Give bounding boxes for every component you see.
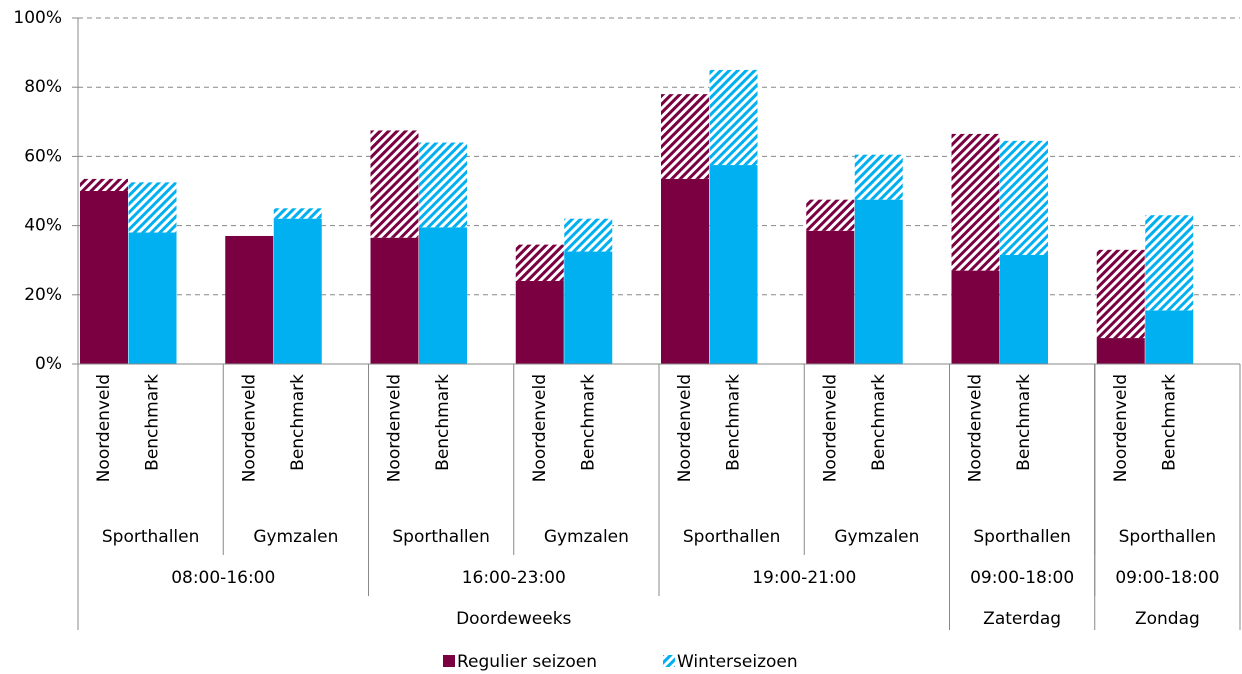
bar-segment (225, 235, 274, 364)
bar-segment (661, 178, 709, 364)
category-label: Benchmark (433, 374, 453, 471)
day-group-label: Doordeweeks (456, 609, 571, 629)
legend-swatch (663, 655, 675, 667)
bar-segment (419, 227, 467, 364)
day-group-label: Zaterdag (983, 609, 1061, 629)
bar-segment (419, 142, 467, 228)
legend-label: Regulier seizoen (457, 652, 597, 672)
bar-segment (854, 154, 903, 200)
bar-segment (854, 199, 903, 364)
bar-segment (564, 251, 613, 364)
time-group-label: 09:00-18:00 (1115, 568, 1219, 588)
y-tick-label: 20% (24, 285, 62, 305)
bar-segment (515, 244, 564, 281)
bar-segment (80, 178, 128, 191)
category-label: Benchmark (724, 374, 744, 471)
bar-segment (709, 165, 758, 364)
bar-segment (1000, 140, 1048, 256)
bar-segment (951, 270, 1000, 364)
y-tick-label: 0% (35, 354, 62, 374)
bar-segment (370, 237, 419, 364)
bar-segment (128, 182, 177, 233)
bar-segment (564, 218, 613, 252)
y-tick-label: 100% (13, 8, 62, 28)
category-label: Benchmark (578, 374, 598, 471)
category-label: Noordenveld (385, 374, 405, 482)
group-label: Sporthallen (392, 527, 490, 547)
category-label: Noordenveld (820, 374, 840, 482)
category-label: Benchmark (143, 374, 163, 471)
category-label: Benchmark (869, 374, 889, 471)
category-label: Noordenveld (966, 374, 986, 482)
category-label: Noordenveld (675, 374, 695, 482)
time-group-label: 19:00-21:00 (752, 568, 856, 588)
group-label: Sporthallen (102, 527, 200, 547)
category-label: Noordenveld (530, 374, 550, 482)
group-label: Sporthallen (683, 527, 781, 547)
bar-segment (1145, 215, 1194, 311)
bar-segment (951, 133, 1000, 271)
bar-segment (1145, 310, 1194, 364)
time-group-label: 16:00-23:00 (462, 568, 566, 588)
legend-swatch (443, 655, 455, 667)
bar-segment (273, 218, 322, 364)
time-group-label: 08:00-16:00 (171, 568, 275, 588)
bar-segment (1000, 255, 1048, 364)
time-group-label: 09:00-18:00 (970, 568, 1074, 588)
bar-segment (1096, 249, 1145, 339)
category-label: Benchmark (1159, 374, 1179, 471)
group-label: Sporthallen (973, 527, 1071, 547)
group-label: Sporthallen (1119, 527, 1217, 547)
category-label: Noordenveld (1111, 374, 1131, 482)
bar-segment (661, 94, 709, 179)
bar-segment (80, 191, 128, 364)
bar-segment (806, 230, 855, 364)
bar-segment (709, 69, 758, 166)
bar-segment (515, 280, 564, 364)
group-label: Gymzalen (834, 527, 919, 547)
bar-segment (273, 208, 322, 219)
bar-segment (370, 130, 419, 238)
y-tick-label: 40% (24, 216, 62, 236)
bar-segment (128, 232, 177, 364)
y-tick-label: 60% (24, 146, 62, 166)
category-label: Benchmark (1014, 374, 1034, 471)
bar-segment (806, 199, 855, 231)
bar-segment (1096, 338, 1145, 364)
y-tick-label: 80% (24, 77, 62, 97)
category-label: Noordenveld (239, 374, 259, 482)
category-label: Benchmark (288, 374, 308, 471)
group-label: Gymzalen (544, 527, 629, 547)
day-group-label: Zondag (1135, 609, 1200, 629)
category-label: Noordenveld (94, 374, 114, 482)
group-label: Gymzalen (253, 527, 338, 547)
legend-label: Winterseizoen (677, 652, 798, 672)
